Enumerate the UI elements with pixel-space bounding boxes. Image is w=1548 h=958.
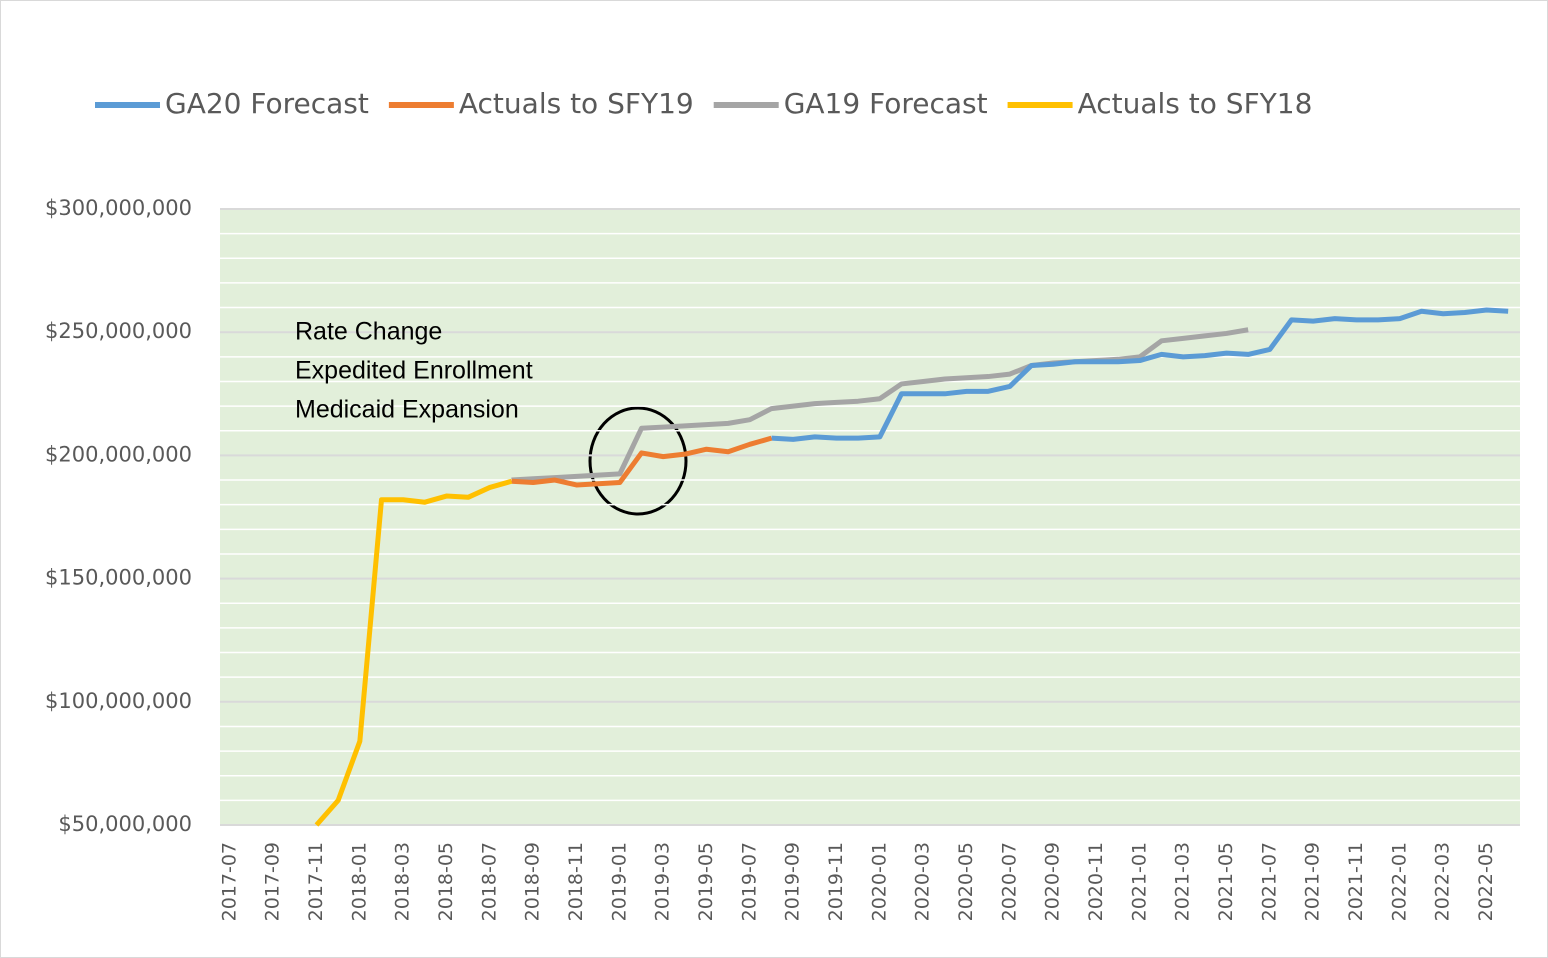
x-tick-label: 2020-01 [868, 842, 890, 921]
series-line [314, 478, 513, 827]
x-tick-label: 2021-11 [1345, 842, 1367, 921]
x-tick-label: 2021-05 [1215, 842, 1237, 921]
legend-label: GA20 Forecast [165, 87, 369, 120]
x-tick-label: 2019-09 [782, 842, 804, 921]
x-tick-label: 2022-01 [1388, 842, 1410, 921]
y-tick-label: $200,000,000 [45, 442, 192, 466]
legend-label: GA19 Forecast [784, 87, 988, 120]
plot-area [220, 209, 1520, 825]
x-tick-label: 2019-11 [825, 842, 847, 921]
y-tick-label: $250,000,000 [45, 319, 192, 343]
x-tick-label: 2022-03 [1432, 842, 1454, 921]
x-tick-label: 2021-07 [1258, 842, 1280, 921]
y-tick-label: $100,000,000 [45, 689, 192, 713]
legend-label: Actuals to SFY19 [459, 87, 694, 120]
y-tick-label: $50,000,000 [58, 812, 192, 836]
x-tick-label: 2018-11 [565, 842, 587, 921]
x-tick-label: 2020-03 [912, 842, 934, 921]
x-tick-label: 2019-03 [652, 842, 674, 921]
annotation: Medicaid Expansion [295, 396, 519, 424]
x-tick-label: 2017-07 [218, 842, 240, 921]
series-line [511, 435, 773, 488]
x-tick-label: 2021-03 [1172, 842, 1194, 921]
y-tick-label: $300,000,000 [45, 196, 192, 220]
x-tick-label: 2021-01 [1128, 842, 1150, 921]
x-tick-label: 2019-05 [695, 842, 717, 921]
series-layer [314, 307, 1509, 827]
x-tick-label: 2018-09 [522, 842, 544, 921]
x-tick-label: 2018-07 [478, 842, 500, 921]
x-tick-label: 2017-09 [262, 842, 284, 921]
x-tick-label: 2021-09 [1302, 842, 1324, 921]
highlight-circle [588, 406, 688, 516]
legend-label: Actuals to SFY18 [1078, 87, 1313, 120]
x-tick-label: 2020-11 [1085, 842, 1107, 921]
x-tick-label: 2020-09 [1042, 842, 1064, 921]
x-tick-label: 2019-01 [608, 842, 630, 921]
x-tick-label: 2022-05 [1475, 842, 1497, 921]
y-tick-label: $150,000,000 [45, 566, 192, 590]
x-tick-label: 2018-03 [392, 842, 414, 921]
x-tick-label: 2018-05 [435, 842, 457, 921]
series-line [771, 307, 1509, 442]
x-tick-label: 2018-01 [348, 842, 370, 921]
series-line [511, 327, 1249, 483]
annotation: Expedited Enrollment [295, 357, 533, 385]
x-tick-label: 2017-11 [305, 842, 327, 921]
x-tick-label: 2020-05 [955, 842, 977, 921]
annotation: Rate Change [295, 318, 442, 346]
x-tick-label: 2020-07 [998, 842, 1020, 921]
x-tick-label: 2019-07 [738, 842, 760, 921]
